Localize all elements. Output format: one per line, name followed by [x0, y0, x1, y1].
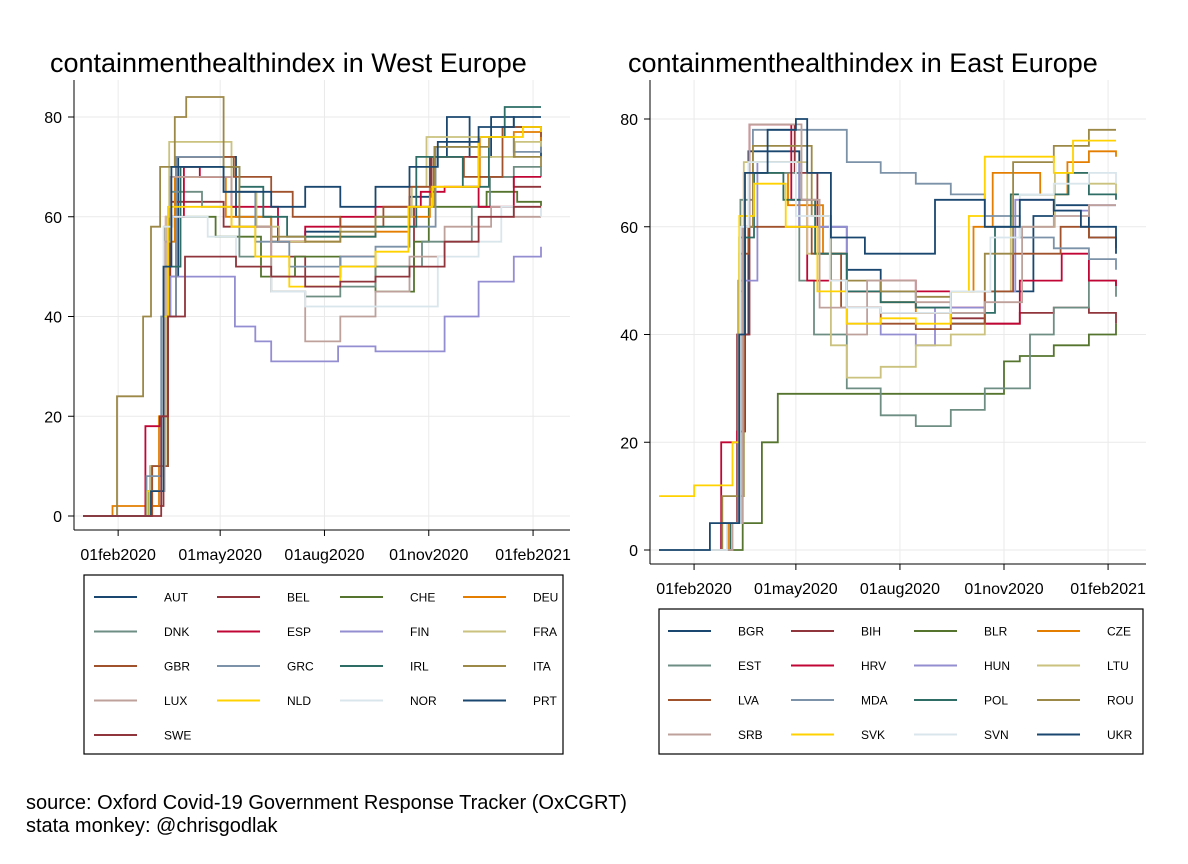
legend-label: ESP — [287, 625, 311, 639]
series-line-lva — [659, 225, 1117, 551]
legend-label: MDA — [861, 694, 888, 708]
x-tick-label: 01aug2020 — [860, 581, 940, 598]
x-tick-label: 01nov2020 — [964, 581, 1043, 598]
y-tick-label: 40 — [620, 328, 638, 345]
y-tick-label: 0 — [629, 543, 638, 560]
x-tick-label: 01feb2021 — [495, 547, 571, 564]
legend-label: SVK — [861, 728, 885, 742]
series-line-svk — [659, 139, 1116, 497]
series-line-lux — [83, 176, 541, 517]
chart-figure: containmenthealthindex in West Europe 0 20… — [44, 48, 1146, 755]
legend-label: GRC — [287, 660, 314, 674]
legend-label: SRB — [738, 728, 763, 742]
x-tick-label: 01aug2020 — [284, 547, 364, 564]
chart-panel-1: containmenthealthindex in West Europe 0 20… — [44, 48, 571, 755]
series-line-nor — [83, 205, 542, 517]
y-tick-label: 0 — [53, 509, 62, 526]
legend-label: SVN — [984, 728, 1009, 742]
legend-label: GBR — [164, 660, 190, 674]
series-line-blr — [659, 323, 1117, 551]
legend-label: HRV — [861, 659, 886, 673]
y-tick-label: 60 — [620, 220, 638, 237]
legend-label: BIH — [861, 625, 881, 639]
x-tick-label: 01feb2020 — [656, 581, 732, 598]
y-tick-label: 20 — [44, 409, 62, 426]
legend-label: LVA — [738, 694, 759, 708]
x-tick-label: 01may2020 — [178, 547, 262, 564]
chart-title: containmenthealthindex in East Europe — [628, 48, 1098, 78]
series-line-deu — [83, 131, 542, 517]
series-line-fra — [83, 136, 542, 517]
legend-label: AUT — [164, 591, 189, 605]
series-line-est — [659, 172, 1117, 551]
legend-label: BGR — [738, 625, 764, 639]
y-tick-label: 20 — [620, 435, 638, 452]
legend-label: NOR — [410, 694, 437, 708]
series-line-nld — [83, 126, 542, 517]
series-line-prt — [83, 116, 541, 517]
legend-label: ROU — [1107, 694, 1134, 708]
x-tick-label: 01nov2020 — [389, 547, 468, 564]
series-line-gbr — [83, 126, 542, 517]
chart-panel-2: containmenthealthindex in East Europe 0 20… — [620, 48, 1146, 755]
series-line-cze — [659, 150, 1117, 551]
chart-title: containmenthealthindex in West Europe — [50, 48, 527, 78]
legend-label: NLD — [287, 694, 311, 708]
author-note: stata monkey: @chrisgodlak — [26, 815, 278, 837]
x-tick-label: 01feb2021 — [1070, 581, 1146, 598]
legend-label: IRL — [410, 660, 429, 674]
series-line-ukr — [659, 118, 1117, 551]
source-note: source: Oxford Covid-19 Government Respo… — [26, 792, 627, 814]
legend-label: DEU — [533, 591, 558, 605]
y-tick-label: 80 — [44, 110, 62, 127]
legend-label: CHE — [410, 591, 435, 605]
y-tick-label: 80 — [620, 112, 638, 129]
series-line-swe — [83, 205, 541, 517]
legend-box — [83, 574, 564, 755]
legend-label: ITA — [533, 660, 551, 674]
series-line-mda — [659, 128, 1117, 551]
legend-label: LUX — [164, 694, 187, 708]
legend-label: FIN — [410, 625, 429, 639]
legend-label: UKR — [1107, 728, 1133, 742]
legend-box — [658, 608, 1144, 755]
legend-label: POL — [984, 694, 1008, 708]
legend-label: FRA — [533, 625, 557, 639]
series-line-grc — [83, 136, 542, 517]
legend-label: DNK — [164, 625, 189, 639]
series-line-pol — [659, 172, 1117, 551]
y-tick-label: 60 — [44, 210, 62, 227]
legend-label: EST — [738, 659, 762, 673]
series-line-rou — [659, 128, 1116, 551]
series-line-bgr — [659, 150, 1116, 551]
y-tick-label: 40 — [44, 310, 62, 327]
legend-label: CZE — [1107, 625, 1131, 639]
legend-label: SWE — [164, 729, 191, 743]
legend-label: LTU — [1107, 659, 1129, 673]
legend-label: BEL — [287, 591, 310, 605]
x-tick-label: 01feb2020 — [80, 547, 156, 564]
legend-label: HUN — [984, 659, 1010, 673]
legend-label: BLR — [984, 625, 1008, 639]
x-tick-label: 01may2020 — [754, 581, 838, 598]
legend-label: PRT — [533, 694, 557, 708]
